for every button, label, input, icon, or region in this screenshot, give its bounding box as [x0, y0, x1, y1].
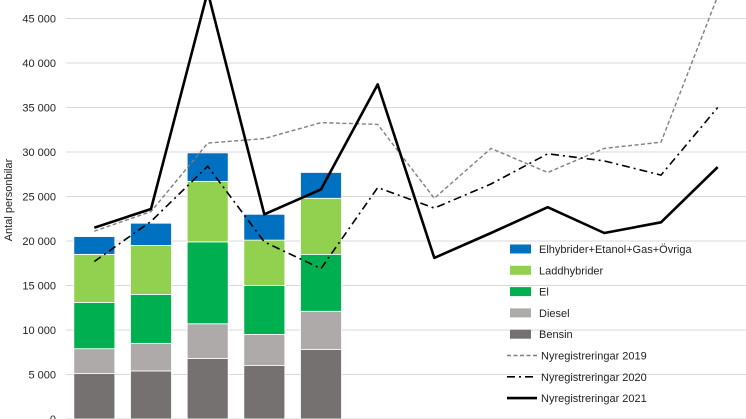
bar-segment-diesel: [130, 342, 172, 372]
legend-swatch: [510, 329, 531, 339]
bar-segment-diesel: [300, 310, 342, 350]
legend-swatch: [510, 308, 531, 318]
bar-segment-el: [300, 253, 342, 312]
legend-label: Diesel: [539, 308, 570, 320]
legend-label: Nyregistreringar 2019: [541, 351, 647, 363]
legend-swatch: [510, 265, 531, 275]
y-tick-label: 40 000: [22, 58, 56, 70]
y-tick-label: 30 000: [22, 147, 56, 159]
bar-segment-bensin: [243, 365, 286, 419]
bar-segment-diesel: [243, 334, 286, 367]
bar-segment-elhybrider-etanol-gas-vriga: [300, 172, 342, 199]
bar-segment-bensin: [130, 370, 172, 419]
bar-segment-laddhybrider: [186, 180, 229, 243]
bar-segment-el: [186, 241, 229, 325]
line-series: [93, 0, 719, 270]
y-tick-label: 35 000: [22, 103, 56, 115]
legend-label: Nyregistreringar 2021: [541, 393, 647, 405]
bar-segment-el: [73, 302, 116, 350]
legend-label: Bensin: [539, 329, 573, 341]
y-axis-ticks: 0 5 000 10 000 15 000 20 000 25 000 30 000 35 0…: [22, 14, 56, 419]
line-nyregistreringar-2021: [93, 0, 719, 260]
y-tick-label: 20 000: [22, 236, 56, 248]
bar-segment-el: [130, 293, 172, 344]
legend-label: Nyregistreringar 2020: [541, 372, 647, 384]
bar-segment-elhybrider-etanol-gas-vriga: [73, 236, 116, 255]
line-nyregistreringar-2020: [93, 106, 719, 270]
bar-segment-elhybrider-etanol-gas-vriga: [243, 213, 286, 241]
line-nyregistreringar-2019: [94, 0, 717, 232]
legend-label: El: [539, 287, 549, 299]
legend-swatch: [510, 244, 531, 254]
bar-segment-el: [243, 285, 286, 335]
bar-segment-bensin: [300, 349, 342, 419]
legend-label: Elhybrider+Etanol+Gas+Övriga: [539, 244, 692, 256]
bar-segment-elhybrider-etanol-gas-vriga: [186, 152, 229, 182]
legend-label: Laddhybrider: [539, 265, 604, 277]
bar-segment-bensin: [186, 358, 229, 419]
y-tick-label: 10 000: [22, 325, 56, 337]
legend-swatch: [510, 287, 531, 297]
stacked-bars: [73, 152, 342, 419]
gridlines: [66, 18, 746, 419]
y-axis-label: Antal personbilar: [3, 158, 15, 241]
bar-segment-laddhybrider: [243, 239, 286, 286]
bar-segment-laddhybrider: [73, 253, 116, 303]
y-tick-label: 45 000: [22, 14, 56, 26]
legend: Elhybrider+Etanol+Gas+Övriga Laddhybrider…: [507, 244, 692, 405]
y-tick-label: 15 000: [22, 281, 56, 293]
bar-segment-diesel: [186, 323, 229, 359]
bar-segment-laddhybrider: [130, 245, 172, 295]
bar-segment-diesel: [73, 348, 116, 375]
y-tick-label: 5 000: [28, 370, 56, 382]
bar-segment-bensin: [73, 373, 116, 419]
y-tick-label: 25 000: [22, 192, 56, 204]
bar-segment-laddhybrider: [300, 197, 342, 255]
bar-segment-elhybrider-etanol-gas-vriga: [130, 222, 172, 246]
y-tick-label: 0: [50, 414, 56, 419]
